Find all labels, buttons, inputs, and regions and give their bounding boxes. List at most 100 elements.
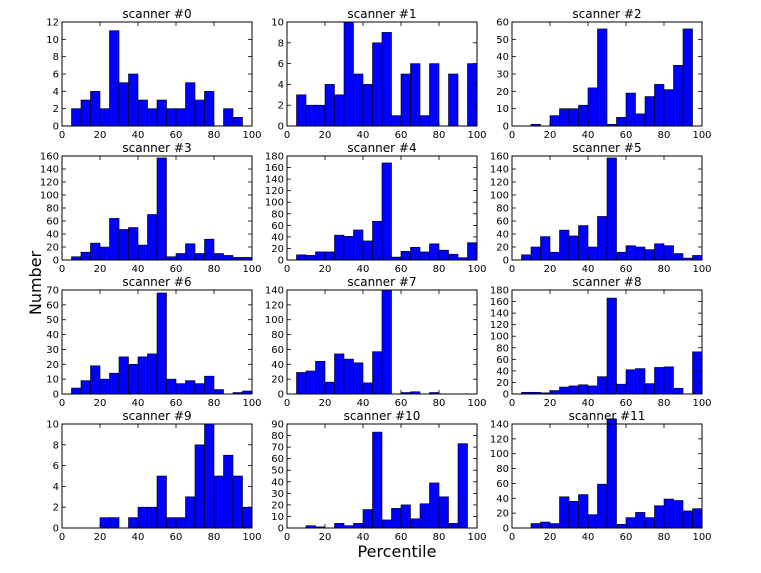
x-tick-label: 80 bbox=[658, 532, 671, 543]
histogram-bar bbox=[587, 514, 598, 529]
histogram-bar bbox=[530, 246, 541, 261]
histogram-bar bbox=[166, 517, 177, 529]
histogram-bar bbox=[587, 246, 598, 261]
y-tick-label: 60 bbox=[496, 355, 509, 366]
y-tick-label: 20 bbox=[496, 243, 509, 254]
y-tick-label: 10 bbox=[271, 512, 284, 523]
histogram-bar bbox=[616, 117, 627, 127]
histogram-bar bbox=[223, 454, 234, 529]
y-tick-label: 10 bbox=[46, 35, 59, 46]
histogram-bar bbox=[315, 104, 326, 127]
y-tick-label: 80 bbox=[271, 431, 284, 442]
histogram-bar bbox=[625, 517, 636, 529]
histogram-bar bbox=[635, 113, 646, 127]
histogram-bar bbox=[334, 353, 345, 395]
x-tick-label: 0 bbox=[509, 532, 515, 543]
histogram-bar bbox=[606, 418, 617, 529]
histogram-panel: 0 20 40 60 80 100 120 140 0 20 40 60 80 100 scanner #1… bbox=[490, 409, 712, 543]
y-tick-label: 60 bbox=[271, 221, 284, 232]
y-tick-label: 60 bbox=[496, 18, 509, 29]
histogram-bar bbox=[137, 506, 148, 529]
histogram-bar bbox=[156, 475, 167, 529]
x-tick-label: 80 bbox=[433, 532, 446, 543]
y-tick-label: 40 bbox=[496, 52, 509, 63]
x-tick-label: 80 bbox=[208, 130, 221, 141]
histogram-bar bbox=[549, 251, 560, 261]
histogram-bar bbox=[410, 63, 421, 127]
x-tick-label: 40 bbox=[132, 532, 145, 543]
histogram-bar bbox=[185, 243, 196, 261]
histogram-bar bbox=[223, 108, 234, 127]
x-tick-label: 40 bbox=[582, 264, 595, 275]
histogram-bar bbox=[353, 73, 364, 127]
histogram-bar bbox=[156, 292, 167, 395]
histogram-bar bbox=[118, 82, 129, 127]
y-tick-label: 60 bbox=[271, 454, 284, 465]
histogram-bar bbox=[549, 390, 560, 395]
histogram-panel: 0 20 40 60 80 100 120 140 0 20 40 60 80 100 scanner #7 bbox=[265, 275, 487, 409]
x-tick-label: 100 bbox=[242, 532, 261, 543]
panel-title: scanner #3 bbox=[122, 141, 191, 155]
y-tick-label: 80 bbox=[496, 464, 509, 475]
x-tick-label: 20 bbox=[544, 264, 557, 275]
x-tick-label: 80 bbox=[208, 532, 221, 543]
y-tick-label: 40 bbox=[496, 494, 509, 505]
x-tick-label: 40 bbox=[357, 130, 370, 141]
histogram-bar bbox=[109, 517, 120, 529]
histogram-bar bbox=[175, 383, 186, 395]
x-tick-label: 60 bbox=[170, 398, 183, 409]
histogram-bar bbox=[109, 372, 120, 395]
histogram-bar bbox=[568, 108, 579, 127]
y-tick-label: 2 bbox=[53, 104, 59, 115]
y-tick-label: 40 bbox=[46, 230, 59, 241]
histogram-bar bbox=[305, 255, 316, 261]
histogram-bar bbox=[166, 378, 177, 395]
histogram-bar bbox=[663, 245, 674, 261]
histogram-bar bbox=[185, 496, 196, 529]
histogram-bar bbox=[128, 227, 139, 261]
histogram-bar bbox=[597, 483, 608, 529]
y-tick-label: 20 bbox=[46, 243, 59, 254]
histogram-bar bbox=[372, 351, 383, 395]
y-tick-label: 8 bbox=[278, 38, 284, 49]
histogram-bar bbox=[400, 251, 411, 261]
y-tick-label: 160 bbox=[490, 297, 509, 308]
y-tick-label: 8 bbox=[53, 52, 59, 63]
y-tick-label: 30 bbox=[496, 70, 509, 81]
y-tick-label: 2 bbox=[278, 101, 284, 112]
histogram-bar bbox=[204, 423, 215, 529]
y-tick-label: 120 bbox=[265, 186, 284, 197]
histogram-bar bbox=[635, 246, 646, 261]
histogram-bar bbox=[324, 84, 335, 127]
histogram-bar bbox=[204, 91, 215, 127]
y-tick-label: 160 bbox=[265, 163, 284, 174]
histogram-bar bbox=[242, 506, 253, 529]
y-tick-label: 60 bbox=[271, 345, 284, 356]
panel-title: scanner #8 bbox=[572, 275, 641, 289]
y-tick-label: 0 bbox=[503, 256, 509, 267]
histogram-bar bbox=[438, 249, 449, 261]
y-tick-label: 4 bbox=[278, 80, 284, 91]
histogram-bar bbox=[213, 475, 224, 529]
histogram-bar bbox=[334, 94, 345, 127]
x-tick-label: 20 bbox=[94, 130, 107, 141]
histogram-bar bbox=[372, 431, 383, 529]
histogram-bar bbox=[549, 523, 560, 529]
histogram-bar bbox=[448, 73, 459, 127]
histogram-bar bbox=[343, 21, 354, 127]
x-tick-label: 40 bbox=[132, 398, 145, 409]
histogram-bar bbox=[156, 157, 167, 261]
histogram-bar bbox=[71, 387, 82, 395]
x-tick-label: 20 bbox=[544, 130, 557, 141]
x-tick-label: 60 bbox=[620, 130, 633, 141]
histogram-bar bbox=[606, 297, 617, 395]
y-tick-label: 10 bbox=[496, 104, 509, 115]
histogram-bar bbox=[381, 519, 392, 529]
x-tick-label: 40 bbox=[582, 532, 595, 543]
histogram-bar bbox=[90, 242, 101, 261]
histogram-bar bbox=[305, 104, 316, 127]
y-tick-label: 20 bbox=[271, 375, 284, 386]
